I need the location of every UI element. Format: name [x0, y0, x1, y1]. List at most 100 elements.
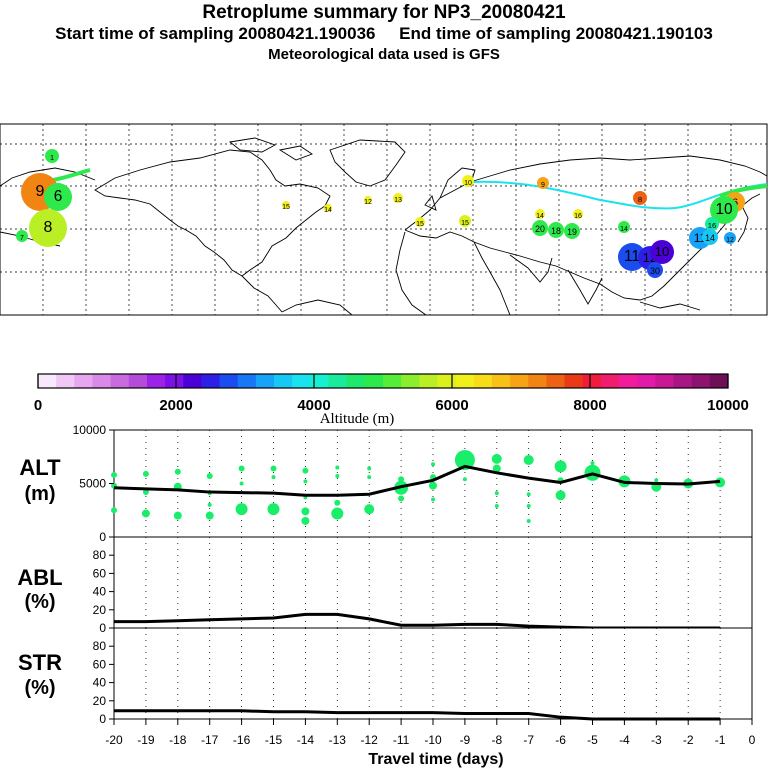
alt-data-point	[429, 481, 437, 490]
x-tick-label: -1	[715, 733, 726, 747]
colorbar-cell	[364, 374, 384, 388]
x-tick-label: -17	[201, 733, 219, 747]
colorbar-cell	[110, 374, 130, 388]
colorbar-cell	[473, 374, 493, 388]
colorbar-cell	[128, 374, 148, 388]
colorbar-cell	[56, 374, 75, 388]
map-plume-circle	[564, 223, 580, 239]
map-plume-track	[469, 180, 768, 210]
alt-data-point	[271, 475, 276, 480]
map-plume-label: 10	[655, 244, 670, 259]
colorbar-tick-label: 0	[34, 397, 42, 414]
map-plume-label: 13	[394, 197, 402, 204]
x-tick-label: -4	[619, 733, 630, 747]
colorbar-cell	[92, 374, 112, 388]
chart-title: Retroplume summary for NP3_20080421	[202, 2, 566, 23]
alt-data-point	[555, 490, 566, 501]
y-tick-label: 80	[93, 639, 107, 653]
colorbar-cell	[383, 374, 402, 388]
map-plume-label: 8	[44, 219, 53, 236]
map-plume-circle	[29, 209, 67, 247]
str-line	[114, 709, 721, 721]
abl-panel-frame	[113, 536, 753, 629]
alt-data-point	[431, 462, 435, 467]
x-tick-label: -19	[137, 733, 155, 747]
alt-data-point	[554, 460, 567, 473]
x-tick-label: -20	[105, 733, 123, 747]
colorbar-cell	[274, 374, 293, 388]
map-plume-label: 9	[36, 183, 45, 200]
map-plume-label: 14	[324, 207, 332, 214]
colorbar-cell	[237, 374, 257, 388]
map-plume-labels: 1098610141512131515141620181914161112103…	[16, 149, 745, 278]
map-plume-circle	[324, 204, 332, 212]
alt-data-point	[590, 461, 595, 466]
alt-data-point	[173, 511, 182, 520]
colorbar-cell	[510, 374, 529, 388]
map-plume-label: 16	[708, 221, 717, 230]
alt-data-point	[301, 507, 310, 516]
map-plume-label: 10	[464, 180, 472, 187]
y-tick-label: 80	[93, 548, 107, 562]
map-plume-label: 10	[715, 201, 732, 218]
x-tick-label: -16	[233, 733, 251, 747]
map-plume-label: 7	[20, 235, 24, 242]
colorbar-tick-label: 10000	[707, 397, 749, 414]
met-data-note: Meteorological data used is GFS	[268, 46, 500, 63]
y-tick-label: 0	[99, 712, 106, 726]
map-plume-circle	[537, 177, 549, 189]
map-plume-label: 9	[541, 182, 545, 189]
alt-data-point	[141, 509, 150, 518]
sampling-times: Start time of sampling 20080421.190036 E…	[55, 24, 713, 43]
alt-data-point	[205, 511, 214, 520]
alt-data-point	[367, 466, 372, 471]
map-plume-circle	[44, 183, 72, 211]
x-tick-label: -3	[651, 733, 662, 747]
map-plume-circle	[364, 196, 372, 204]
colorbar-tick-label: 2000	[159, 397, 192, 414]
x-tick-label: -5	[587, 733, 598, 747]
x-tick-label: -2	[683, 733, 694, 747]
alt-data-point	[494, 491, 499, 496]
map-plume-label: 18	[551, 226, 561, 236]
map-plume-circle	[393, 193, 403, 203]
map-plume-track-east	[719, 184, 768, 198]
alt-data-point	[207, 502, 212, 507]
map-plume-label: 20	[535, 224, 545, 234]
alt-data-point	[431, 497, 435, 502]
colorbar-cell	[201, 374, 221, 388]
alt-data-point	[111, 507, 117, 514]
y-tick-label: 20	[93, 694, 107, 708]
map-plume-circle	[724, 232, 736, 244]
alt-data-point	[334, 499, 341, 506]
alt-data-point	[235, 503, 248, 516]
colorbar-cell	[491, 374, 511, 388]
map-plume-circle	[573, 209, 583, 219]
map-plume-label: 15	[282, 204, 290, 211]
colorbar-cell	[600, 374, 620, 388]
alt-data-point	[526, 492, 531, 497]
alt-mean-line	[113, 464, 721, 497]
x-tick-label: -15	[265, 733, 283, 747]
colorbar-tick-label: 4000	[297, 397, 330, 414]
colorbar-cell	[165, 374, 184, 388]
alt-data-point	[335, 465, 340, 470]
x-tick-label: -7	[523, 733, 534, 747]
map-plume-label: 16	[574, 213, 582, 220]
x-tick-label: -10	[424, 733, 442, 747]
colorbar-cell	[637, 374, 656, 388]
colorbar-cell	[74, 374, 93, 388]
abl-unit: (%)	[24, 591, 55, 613]
map-plume-label: 30	[650, 266, 660, 276]
alt-data-point	[302, 467, 309, 474]
colorbar-cell	[619, 374, 638, 388]
alt-data-point	[331, 507, 344, 520]
alt-data-point	[654, 478, 659, 483]
alt-data-point	[270, 465, 277, 472]
map-plume-circle	[532, 220, 548, 236]
alt-unit: (m)	[24, 483, 55, 505]
map-plume-label: 14	[705, 233, 715, 243]
colorbar-cell	[328, 374, 348, 388]
map-plume-circle	[415, 217, 425, 227]
x-axis-label: Travel time (days)	[368, 751, 503, 768]
